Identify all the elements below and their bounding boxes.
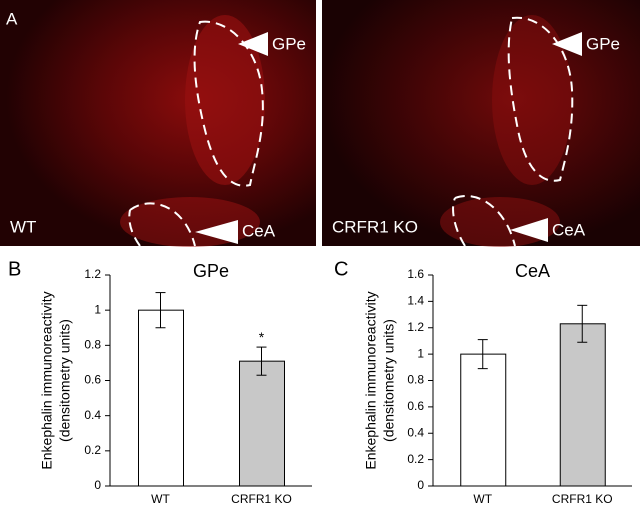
region-label: GPe bbox=[272, 34, 306, 53]
region-label: CeA bbox=[552, 220, 586, 239]
chart-title: CeA bbox=[515, 261, 550, 281]
panel-label: B bbox=[8, 258, 21, 280]
y-tick-label: 0 bbox=[94, 478, 101, 492]
y-tick-label: 1.6 bbox=[407, 267, 424, 281]
y-axis-label: Enkephalin immunoreactivity bbox=[39, 291, 55, 469]
bar bbox=[559, 323, 606, 487]
x-tick-label: WT bbox=[473, 492, 492, 506]
y-tick-label: 0.2 bbox=[84, 443, 101, 457]
y-axis-label: (densitometry units) bbox=[381, 319, 397, 442]
y-tick-label: 0.4 bbox=[407, 425, 424, 439]
image-ko bbox=[322, 0, 640, 247]
y-tick-label: 0.6 bbox=[407, 399, 424, 413]
bar bbox=[138, 309, 184, 487]
y-tick-label: 0.4 bbox=[84, 408, 101, 422]
x-tick-label: CRFR1 KO bbox=[552, 492, 613, 506]
region-label: GPe bbox=[586, 34, 620, 53]
panel-label: A bbox=[6, 9, 18, 28]
y-axis-label: Enkephalin immunoreactivity bbox=[363, 291, 379, 469]
image-label: CRFR1 KO bbox=[332, 217, 418, 236]
y-tick-label: 1.2 bbox=[84, 267, 101, 281]
image-label: WT bbox=[10, 217, 36, 236]
y-tick-label: 0.6 bbox=[84, 373, 101, 387]
annotation: * bbox=[259, 329, 265, 345]
y-tick-label: 1 bbox=[417, 346, 424, 360]
y-tick-label: 1.2 bbox=[407, 320, 424, 334]
y-tick-label: 0.8 bbox=[84, 338, 101, 352]
bar bbox=[460, 353, 507, 487]
y-tick-label: 0 bbox=[417, 478, 424, 492]
y-axis-label: (densitometry units) bbox=[57, 319, 73, 442]
y-tick-label: 0.2 bbox=[407, 452, 424, 466]
y-tick-label: 1 bbox=[94, 302, 101, 316]
x-tick-label: WT bbox=[151, 492, 170, 506]
y-tick-label: 0.8 bbox=[407, 373, 424, 387]
x-tick-label: CRFR1 KO bbox=[231, 492, 292, 506]
region-label: CeA bbox=[242, 221, 276, 240]
panel-label: C bbox=[334, 258, 348, 280]
bar bbox=[239, 360, 285, 487]
image-wt bbox=[0, 0, 316, 247]
y-tick-label: 1.4 bbox=[407, 294, 424, 308]
chart-title: GPe bbox=[193, 261, 229, 281]
